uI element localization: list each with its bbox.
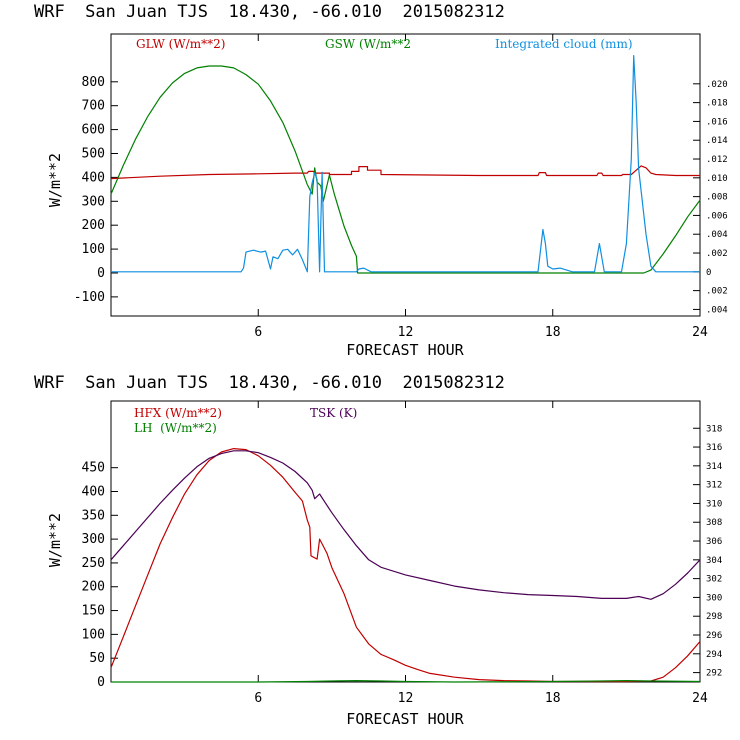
panel-1-right-axis: .004 .002 0 .002 .004 .006 .008 .010 .012 .014 .01… [693, 80, 728, 315]
right-tick-label: .004 [706, 305, 728, 315]
right-tick-label: 312 [706, 481, 722, 491]
panel-2-legend-hfx: HFX (W/m**2) [134, 406, 222, 420]
right-tick-label: 314 [706, 462, 722, 472]
panel-2-legend-lh: LH (W/m**2) [134, 421, 217, 435]
right-tick-label: .014 [706, 136, 728, 146]
x-tick-label: 24 [692, 691, 708, 706]
x-tick-label: 18 [545, 691, 561, 706]
panel-2-right-axis: 292 294 296 298 300 302 304 306 308 310 312 314 316 3… [693, 424, 722, 679]
right-tick-label: .012 [706, 155, 728, 165]
y-tick-label: 200 [82, 580, 105, 595]
right-tick-label: 304 [706, 556, 722, 566]
y-tick-label: 300 [82, 194, 105, 209]
y-tick-label: 50 [89, 651, 105, 666]
panel-1-xlabel: FORECAST HOUR [346, 341, 464, 359]
right-tick-label: 298 [706, 612, 722, 622]
y-tick-label: 400 [82, 484, 105, 499]
right-tick-label: 308 [706, 518, 722, 528]
right-tick-label: 296 [706, 631, 722, 641]
x-tick-label: 12 [398, 691, 414, 706]
panel-1-legend-cloud: Integrated cloud (mm) [495, 37, 633, 51]
panel-1-y-axis: -100 0 100 200 300 400 500 600 700 800 [74, 75, 118, 305]
right-tick-label: .020 [706, 80, 728, 90]
panel-1-series [110, 54, 701, 274]
panel-1-legend-gsw: GSW (W/m**2 [325, 37, 411, 51]
right-tick-label: .016 [706, 117, 728, 127]
y-tick-label: 100 [82, 242, 105, 257]
panel-2-legend-tsk: TSK (K) [310, 406, 357, 420]
right-tick-label: 292 [706, 669, 722, 679]
right-tick-label: .002 [706, 287, 728, 297]
series-line-lh [111, 679, 701, 683]
right-tick-label: 306 [706, 537, 722, 547]
series-line-tsk [110, 450, 701, 600]
y-tick-label: 450 [82, 461, 105, 476]
y-tick-label: 0 [97, 266, 105, 281]
right-tick-label: 318 [706, 424, 722, 434]
panel-2: WRF San Juan TJS 18.430, -66.010 2015082… [34, 373, 722, 728]
right-tick-label: 302 [706, 575, 722, 585]
right-tick-label: .004 [706, 230, 728, 240]
panel-1: WRF San Juan TJS 18.430, -66.010 2015082… [34, 2, 728, 359]
right-tick-label: .010 [706, 174, 728, 184]
y-tick-label: 100 [82, 627, 105, 642]
y-tick-label: 0 [97, 675, 105, 690]
y-tick-label: -100 [74, 290, 105, 305]
x-tick-label: 6 [254, 691, 262, 706]
x-tick-label: 12 [398, 325, 414, 340]
y-tick-label: 150 [82, 604, 105, 619]
right-tick-label: .008 [706, 193, 728, 203]
right-tick-label: 294 [706, 650, 722, 660]
panel-2-title: WRF San Juan TJS 18.430, -66.010 2015082… [34, 373, 505, 393]
y-tick-label: 300 [82, 532, 105, 547]
x-tick-label: 24 [692, 325, 708, 340]
right-tick-label: 300 [706, 593, 722, 603]
panel-1-legend-glw: GLW (W/m**2) [136, 37, 225, 51]
series-line-glw [110, 165, 700, 180]
panel-2-ylabel: W/m**2 [46, 513, 64, 567]
panel-2-plot-frame [110, 400, 701, 683]
series-line-hfx [110, 448, 701, 683]
right-tick-label: 0 [706, 268, 711, 278]
y-tick-label: 700 [82, 99, 105, 114]
panel-2-x-axis: 6 12 18 24 [254, 401, 708, 706]
panel-2-xlabel: FORECAST HOUR [346, 710, 464, 728]
right-tick-label: .018 [706, 99, 728, 109]
y-tick-label: 350 [82, 508, 105, 523]
y-tick-label: 250 [82, 556, 105, 571]
right-tick-label: .002 [706, 249, 728, 259]
x-tick-label: 6 [254, 325, 262, 340]
panel-1-x-axis: 6 12 18 24 [254, 34, 708, 340]
series-line-integrated [111, 54, 700, 273]
right-tick-label: 316 [706, 443, 722, 453]
y-tick-label: 600 [82, 123, 105, 138]
y-tick-label: 400 [82, 170, 105, 185]
y-tick-label: 200 [82, 218, 105, 233]
panel-1-ylabel: W/m**2 [46, 153, 64, 207]
series-line-gsw [110, 65, 701, 274]
panel-2-y-axis: 0 50 100 150 200 250 300 350 400 450 [82, 461, 118, 690]
panel-2-series [110, 448, 701, 683]
right-tick-label: 310 [706, 499, 722, 509]
panel-1-title: WRF San Juan TJS 18.430, -66.010 2015082… [34, 2, 505, 22]
y-tick-label: 800 [82, 75, 105, 90]
right-tick-label: .006 [706, 211, 728, 221]
x-tick-label: 18 [545, 325, 561, 340]
y-tick-label: 500 [82, 146, 105, 161]
